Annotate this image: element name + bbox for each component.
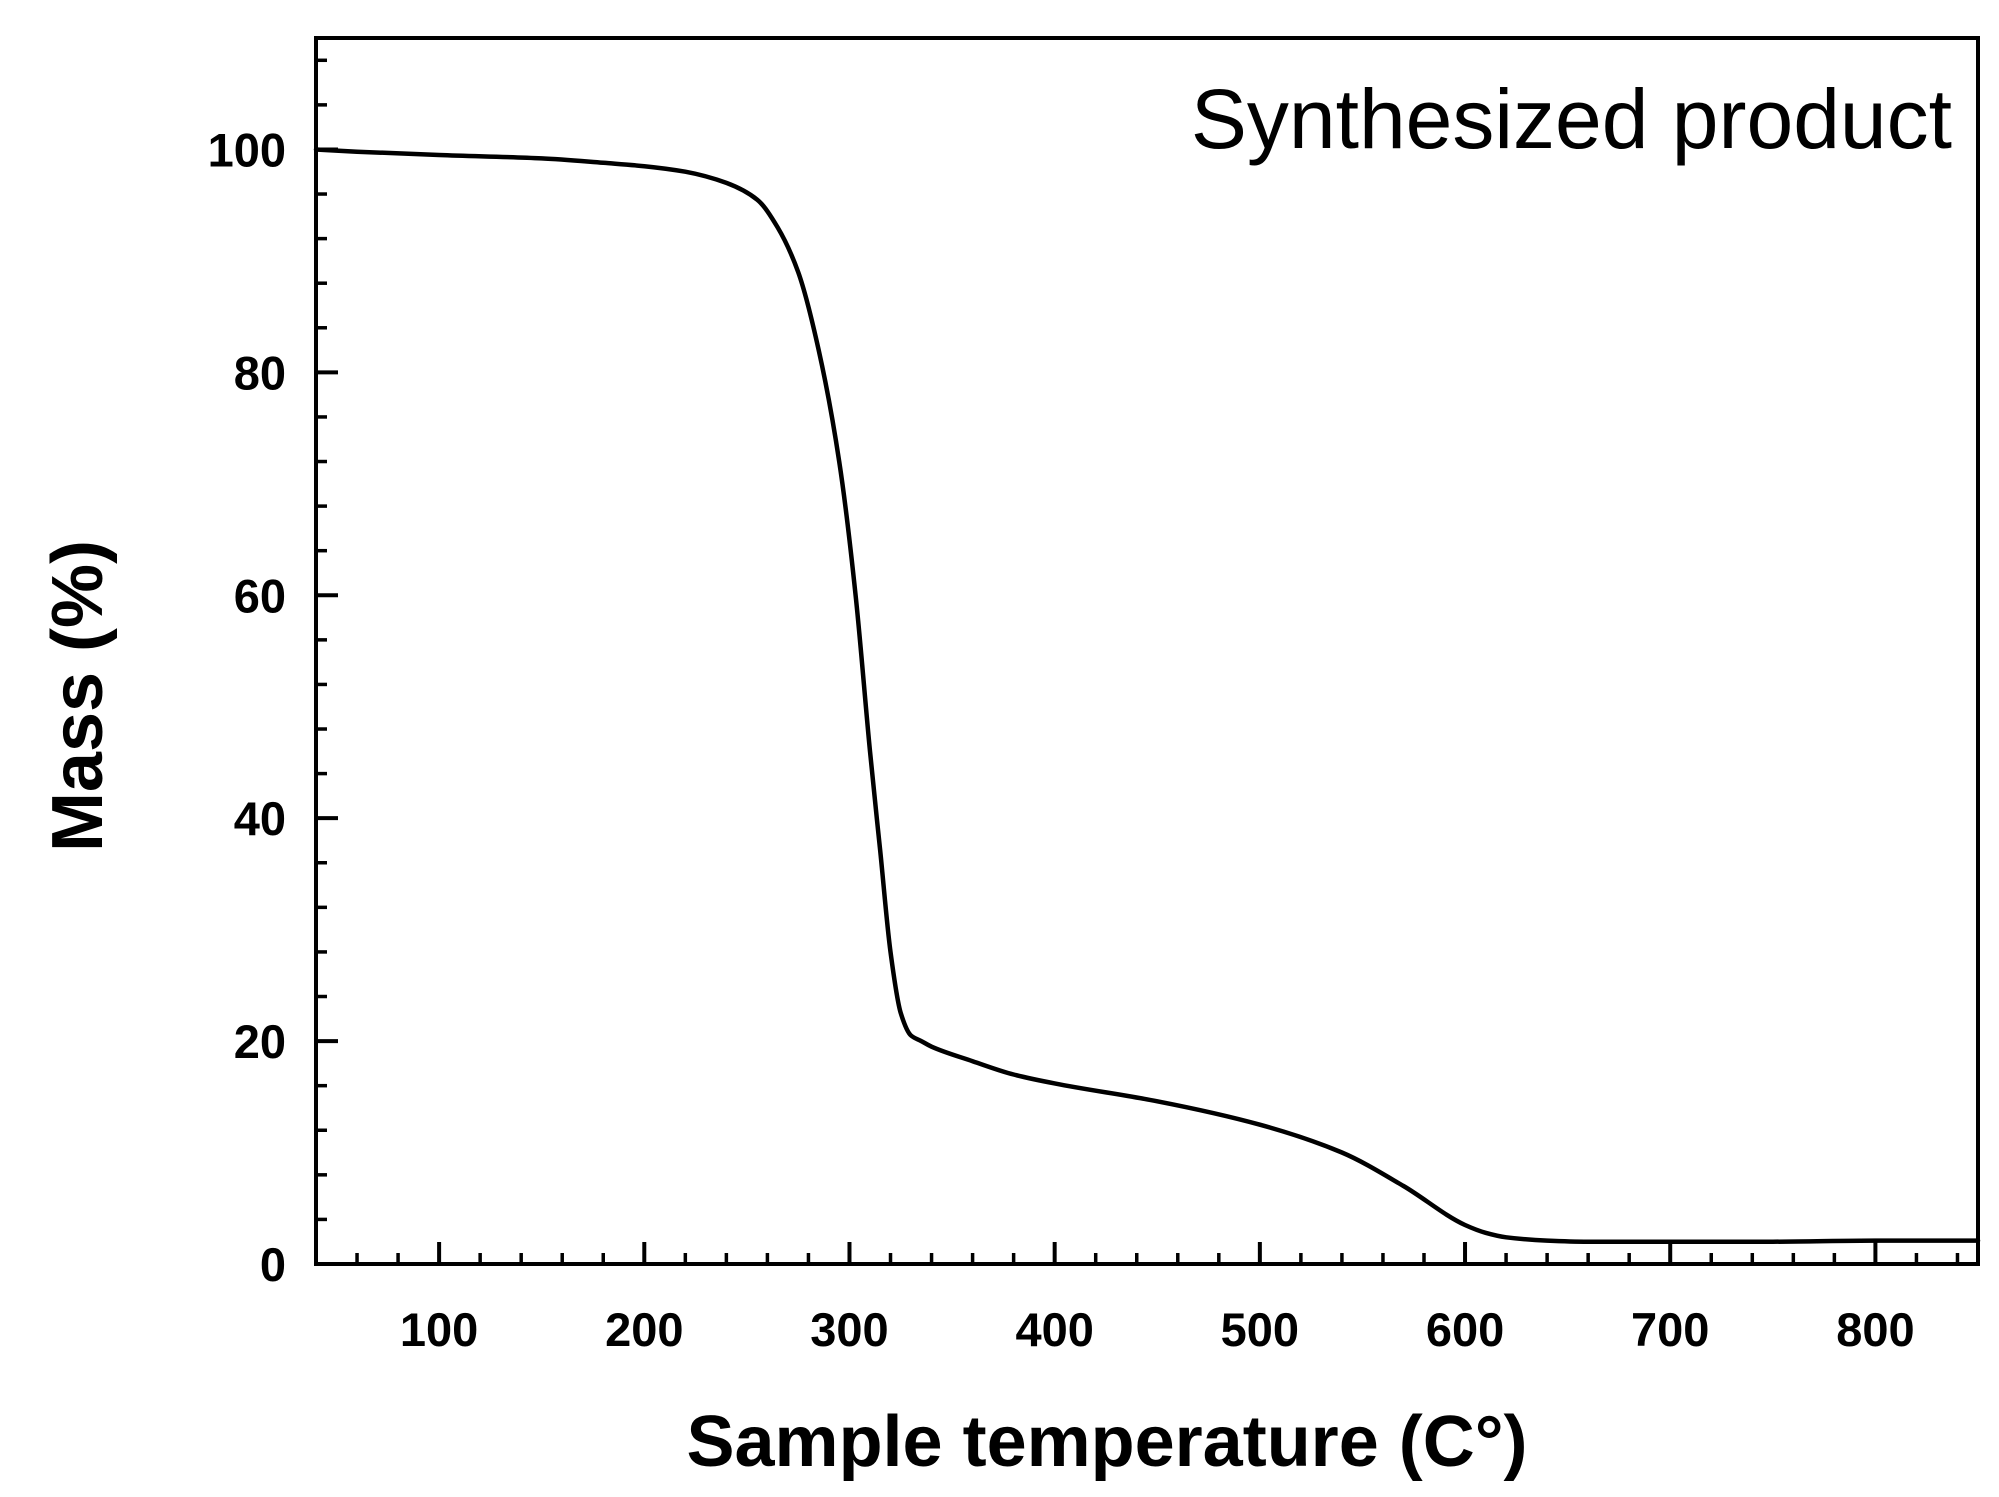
x-tick-label: 200	[605, 1303, 683, 1356]
y-axis-title: Mass (%)	[38, 540, 118, 852]
data-line-series-0	[313, 147, 1981, 1244]
x-tick-label: 800	[1836, 1303, 1914, 1356]
x-tick-label: 500	[1221, 1303, 1299, 1356]
x-tick-label: 400	[1015, 1303, 1093, 1356]
y-tick-label: 80	[234, 346, 286, 399]
y-tick-label: 100	[208, 123, 286, 176]
y-tick-label: 60	[234, 569, 286, 622]
y-tick-label: 0	[260, 1238, 286, 1291]
x-tick-label: 600	[1426, 1303, 1504, 1356]
plot-frame	[314, 36, 1980, 1266]
x-tick-label: 300	[810, 1303, 888, 1356]
annotation-label: Synthesized product	[1191, 72, 1952, 166]
x-axis-title: Sample temperature (C°)	[686, 1402, 1527, 1482]
y-tick-label: 20	[234, 1015, 286, 1068]
x-tick-label: 100	[400, 1303, 478, 1356]
y-tick-label: 40	[234, 792, 286, 845]
x-tick-label: 700	[1631, 1303, 1709, 1356]
